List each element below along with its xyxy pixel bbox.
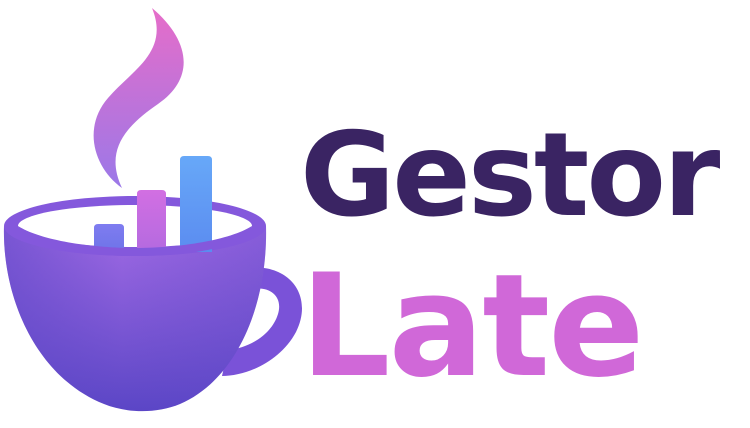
coffee-cup-bar-chart-icon (3, 8, 302, 412)
brand-name-bottom: Late (300, 244, 644, 409)
chart-bar-low (94, 224, 124, 252)
brand-name-top: Gestor (300, 108, 720, 243)
wordmark: Gestor Late (300, 118, 750, 418)
cup-handle (222, 267, 302, 376)
steam-icon (93, 8, 184, 188)
chart-bar-mid (137, 190, 166, 252)
chart-bar-high (180, 156, 212, 252)
